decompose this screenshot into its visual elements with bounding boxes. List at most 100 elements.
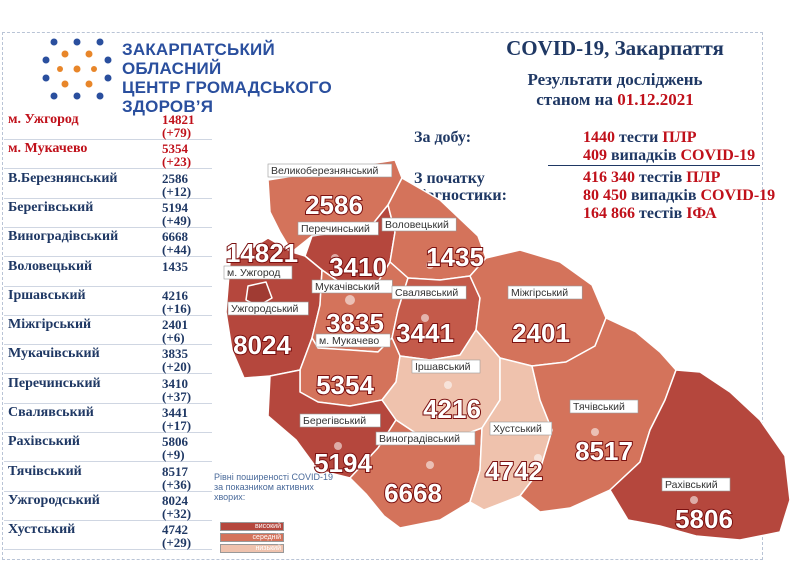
map-label-rakhiv: Рахівський [665, 479, 718, 491]
district-name: Воловецький [8, 258, 93, 274]
daily-tests: 1440 тести ПЛР [583, 129, 696, 147]
district-increase: (+20) [162, 359, 192, 375]
total-ifa-type: ІФА [686, 205, 717, 222]
total-cases: 80 450 випадків COVID-19 [583, 187, 775, 205]
map-label-mukachivskyi: Мукачівський [315, 281, 380, 293]
legend-title: Рівні поширеності COVID-19 за показником… [214, 472, 333, 502]
map-label-volovets: Воловецький [385, 219, 449, 231]
district-increase: (+37) [162, 388, 192, 404]
district-name: м. Ужгород [8, 112, 79, 127]
total-cases-text: випадків [627, 187, 701, 204]
page-title: COVID-19, Закарпаття [506, 36, 724, 60]
map-value-mizhhiria: 2401 [512, 318, 570, 348]
map-label-uzhhorodskyi: Ужгородський [231, 303, 299, 315]
daily-tests-type: ПЛР [662, 129, 697, 146]
total-tests: 416 340 тестів ПЛР [583, 169, 720, 187]
map-value-v-bereznyi: 2586 [305, 190, 363, 220]
map-label-box-vynohradiv [375, 431, 476, 446]
district-name: Іршавський [8, 287, 86, 303]
map-value-uzhhorod-city: 14821 [226, 238, 298, 268]
map-label-box-svaliava [391, 285, 467, 300]
content-frame [2, 32, 763, 560]
map-value-berehove: 5194 [314, 448, 372, 478]
district-increase: (+16) [162, 300, 192, 316]
daily-cases-type: COVID-19 [680, 147, 756, 164]
district-total: 4742 [162, 522, 188, 538]
district-total: 5806 [162, 434, 188, 450]
district-total: 6668 [162, 229, 188, 245]
district-increase: (+32) [162, 505, 192, 521]
table-row: Перечинський 3410 (+37) [4, 374, 212, 404]
map-label-box-irshava [411, 359, 481, 374]
district-name: м. Мукачево [8, 141, 88, 157]
subtitle-line-2: станом на 01.12.2021 [470, 90, 760, 110]
map-value-rakhiv: 5806 [675, 504, 733, 534]
page-subtitle: Результати досліджень станом на 01.12.20… [470, 70, 760, 110]
district-increase: (+6) [162, 330, 185, 346]
map-label-box-mizhhiria [507, 285, 583, 300]
district-increase: (+79) [162, 125, 192, 140]
map-label-mukachevo-city: м. Мукачево [319, 335, 379, 347]
map-label-box-tiachiv [569, 399, 639, 414]
map-region-rakhiv [609, 369, 791, 541]
district-name: Берегівський [8, 199, 94, 215]
table-row: м. Ужгород 14821 (+79) [4, 110, 212, 140]
map-label-irshava: Іршавський [415, 361, 471, 373]
map-label-box-rakhiv [661, 477, 731, 492]
district-increase: (+9) [162, 447, 185, 463]
table-row: Рахівський 5806 (+9) [4, 432, 212, 463]
since-label: З початку діагностики: [414, 170, 507, 204]
map-label-perechyn: Перечинський [301, 223, 370, 235]
district-increase: (+29) [162, 535, 192, 551]
map-value-uzhhorodskyi: 8024 [233, 330, 291, 360]
district-name: Виноградівський [8, 229, 119, 245]
table-row: В.Березнянський 2586 (+12) [4, 169, 212, 199]
map-value-mukachevo-city: 5354 [316, 370, 374, 400]
map-value-mukachivskyi: 3835 [326, 308, 384, 338]
org-line-1: ЗАКАРПАТСЬКИЙ ОБЛАСНИЙ [122, 40, 275, 78]
table-row: Міжгірський 2401 (+6) [4, 315, 212, 346]
table-row: Ужгородський 8024 (+32) [4, 491, 212, 521]
district-name: Хустський [8, 522, 76, 538]
map-label-box-perechyn [297, 221, 379, 236]
district-total: 4216 [162, 287, 188, 303]
district-total: 5354 [162, 141, 188, 157]
district-name: Перечинський [8, 375, 101, 391]
total-ifa-num: 164 866 [583, 205, 635, 222]
daily-cases: 409 випадків COVID-19 [583, 147, 755, 165]
map-label-box-mukachevo-city [315, 333, 391, 348]
district-total: 8517 [162, 463, 188, 479]
map-label-svaliava: Свалявський [395, 287, 458, 299]
district-name: В.Березнянський [8, 170, 118, 186]
subtitle-line-1: Результати досліджень [527, 70, 703, 89]
district-total: 5194 [162, 199, 188, 215]
district-name: Тячівський [8, 463, 82, 479]
district-total: 8024 [162, 492, 188, 508]
org-line-2: ЦЕНТР ГРОМАДСЬКОГО [122, 78, 332, 97]
table-row: Воловецький 1435 [4, 257, 212, 287]
district-name: Ужгородський [8, 492, 100, 508]
org-name: ЗАКАРПАТСЬКИЙ ОБЛАСНИЙ ЦЕНТР ГРОМАДСЬКОГ… [122, 40, 362, 116]
district-name: Свалявський [8, 405, 94, 420]
legend-swatch-medium: середній [220, 533, 284, 542]
map-value-volovets: 1435 [426, 242, 484, 272]
total-cases-num: 80 450 [583, 187, 627, 204]
legend-swatch-high: високий [220, 522, 284, 531]
daily-cases-text: випадків [607, 147, 681, 164]
district-increase: (+49) [162, 212, 192, 228]
district-total: 1435 [162, 258, 188, 274]
district-total: 3410 [162, 375, 188, 391]
map-label-box-berehove [299, 413, 381, 428]
district-total: 2586 [162, 170, 188, 186]
district-name: Рахівський [8, 434, 80, 450]
org-line-3: ЗДОРОВ’Я [122, 97, 214, 116]
since-label-1: З початку [414, 170, 485, 187]
map-label-tiachiv: Тячівський [573, 401, 625, 413]
table-row: м. Мукачево 5354 (+23) [4, 139, 212, 170]
stats-divider [548, 165, 760, 166]
district-name: Міжгірський [8, 317, 92, 333]
logo-icon [42, 38, 112, 100]
daily-tests-num: 1440 [583, 129, 615, 146]
table-row: Виноградівський 6668 (+44) [4, 227, 212, 258]
